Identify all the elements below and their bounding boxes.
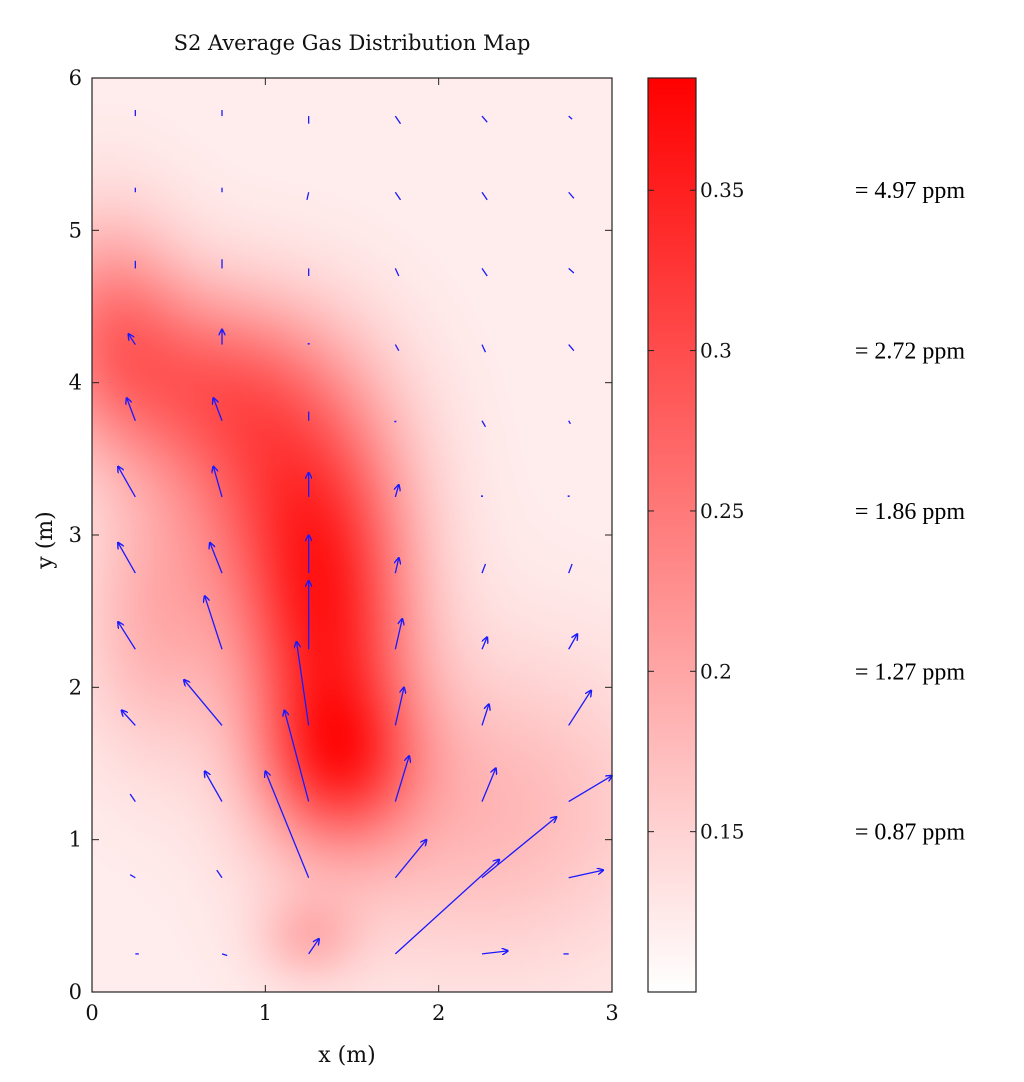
wind-vector	[118, 466, 136, 498]
wind-vector	[394, 344, 400, 351]
colorbar-tick-label: 0.15	[700, 820, 745, 844]
wind-vector	[394, 115, 402, 125]
wind-vector	[394, 859, 499, 955]
wind-vector	[127, 398, 136, 421]
wind-vector	[568, 870, 604, 879]
wind-vector	[129, 793, 136, 802]
colorbar	[647, 77, 697, 993]
y-tick-label: 6	[69, 66, 82, 90]
wind-vector	[394, 687, 404, 726]
y-axis-label: y (m)	[33, 511, 58, 569]
wind-vector	[306, 192, 310, 201]
wind-vector	[481, 951, 508, 954]
wind-vector	[481, 344, 487, 353]
wind-vector-field	[118, 109, 612, 957]
ppm-labels: = 4.97 ppm = 2.72 ppm = 1.86 ppm = 1.27 ppm…	[855, 178, 966, 845]
wind-vector	[394, 268, 400, 277]
colorbar-tick-label: 0.2	[700, 659, 732, 683]
wind-vector	[568, 420, 571, 425]
wind-vector	[184, 680, 223, 726]
wind-vector	[221, 953, 228, 957]
ppm-label: = 1.27 ppm	[855, 659, 966, 685]
y-tick-label: 0	[69, 980, 82, 1004]
y-tick-label: 4	[69, 371, 82, 395]
wind-vector	[568, 563, 573, 574]
wind-vector	[216, 869, 223, 879]
wind-vector	[128, 334, 136, 345]
x-tick-label: 0	[85, 1001, 98, 1025]
wind-vector	[394, 619, 402, 650]
wind-vector	[481, 704, 489, 726]
wind-vector	[394, 756, 409, 802]
wind-vector	[481, 563, 487, 574]
x-tick-label: 1	[259, 1001, 272, 1025]
wind-vector	[297, 642, 310, 726]
wind-vector	[481, 191, 488, 201]
x-tick-label: 3	[605, 1001, 618, 1025]
ppm-label: = 1.86 ppm	[855, 499, 966, 525]
y-tick-label: 1	[69, 828, 82, 852]
wind-vector	[481, 637, 487, 650]
wind-vector	[308, 939, 319, 955]
x-axis-label: x (m)	[318, 1043, 375, 1068]
colorbar-tick-label: 0.3	[700, 339, 732, 363]
wind-vector	[481, 420, 487, 428]
colorbar-tick-label: 0.25	[700, 499, 745, 523]
wind-vector	[394, 191, 402, 201]
wind-vector	[213, 398, 223, 421]
ppm-label: = 2.72 ppm	[855, 339, 966, 365]
wind-vector	[481, 817, 557, 879]
wind-vector	[568, 115, 573, 120]
x-tick-label: 2	[432, 1001, 445, 1025]
wind-vector	[481, 268, 488, 277]
colorbar-ticks: 0.15 0.2 0.25 0.3 0.35	[648, 178, 745, 844]
y-tick-label: 3	[69, 523, 82, 547]
y-tick-label: 2	[69, 675, 82, 699]
wind-vector	[568, 191, 575, 199]
wind-vector	[210, 543, 223, 574]
wind-vector	[284, 710, 310, 802]
wind-vector	[395, 485, 398, 498]
wind-vector	[395, 558, 398, 574]
wind-vector	[568, 690, 592, 726]
ppm-label: = 4.97 ppm	[855, 178, 966, 204]
wind-vector	[118, 543, 136, 574]
wind-vector	[481, 768, 496, 802]
wind-vector	[394, 840, 426, 879]
ppm-label: = 0.87 ppm	[855, 820, 966, 846]
wind-vector	[568, 776, 612, 803]
chart-title: S2 Average Gas Distribution Map	[174, 31, 531, 55]
wind-vector	[265, 771, 310, 878]
wind-vector	[121, 710, 136, 726]
wind-vector	[568, 267, 575, 274]
wind-vector	[568, 344, 575, 352]
wind-vector	[213, 466, 223, 498]
wind-vector	[205, 771, 223, 802]
concentration-heatmap	[92, 78, 612, 992]
wind-vector	[205, 596, 223, 650]
x-axis-ticks: 0 1 2 3	[85, 78, 619, 1025]
y-axis-ticks: 0 1 2 3 4 5 6	[69, 66, 612, 1004]
wind-vector	[118, 622, 136, 650]
colorbar-tick-label: 0.35	[700, 178, 745, 202]
wind-vector	[568, 634, 578, 650]
y-tick-label: 5	[69, 218, 82, 242]
wind-vector	[481, 115, 488, 123]
wind-vector	[129, 874, 136, 879]
